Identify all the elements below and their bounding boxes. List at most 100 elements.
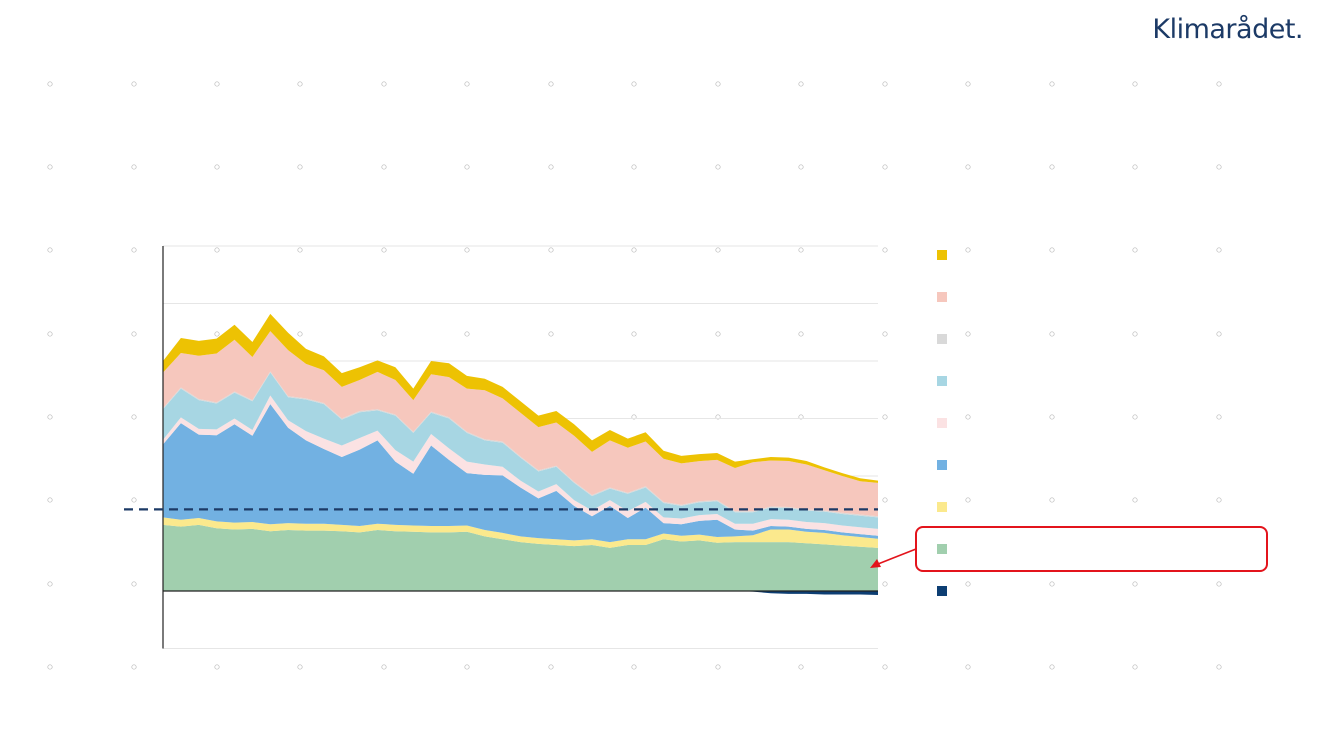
placeholder-dot xyxy=(882,414,888,420)
callout-arrowhead xyxy=(870,559,881,568)
placeholder-dot xyxy=(965,664,971,670)
placeholder-dot xyxy=(47,331,53,337)
placeholder-dot xyxy=(381,331,387,337)
placeholder-dot xyxy=(715,331,721,337)
placeholder-dot xyxy=(1132,247,1138,253)
placeholder-dot xyxy=(798,81,804,87)
placeholder-dot xyxy=(1216,164,1222,170)
placeholder-dot xyxy=(464,247,470,253)
area-series-4 xyxy=(163,372,878,529)
placeholder-dot xyxy=(798,164,804,170)
placeholder-dot xyxy=(131,664,137,670)
placeholder-dot xyxy=(47,664,53,670)
placeholder-dot xyxy=(381,164,387,170)
placeholder-dot xyxy=(631,664,637,670)
placeholder-dot xyxy=(715,414,721,420)
placeholder-dot xyxy=(965,81,971,87)
placeholder-dot xyxy=(548,81,554,87)
axes xyxy=(162,246,878,649)
legend-swatch-6 xyxy=(937,292,947,302)
placeholder-dot xyxy=(548,247,554,253)
area-series-7 xyxy=(163,313,878,483)
placeholder-dot xyxy=(1049,331,1055,337)
placeholder-dot xyxy=(631,331,637,337)
placeholder-dot xyxy=(715,81,721,87)
logo: Klimarådet. xyxy=(1152,14,1303,45)
placeholder-dot xyxy=(1049,581,1055,587)
placeholder-dot xyxy=(214,81,220,87)
callout-arrow-line xyxy=(877,548,917,565)
placeholder-dot xyxy=(47,581,53,587)
placeholder-dot xyxy=(1216,581,1222,587)
placeholder-dot xyxy=(47,247,53,253)
placeholder-dot xyxy=(548,664,554,670)
placeholder-dot xyxy=(1216,81,1222,87)
placeholder-dot xyxy=(798,664,804,670)
placeholder-dot xyxy=(131,247,137,253)
stacked-areas xyxy=(163,313,878,595)
placeholder-dot xyxy=(47,414,53,420)
placeholder-dot xyxy=(464,81,470,87)
placeholder-dot xyxy=(965,331,971,337)
legend-swatch-2 xyxy=(937,460,947,470)
placeholder-dot xyxy=(882,581,888,587)
placeholder-dot-grid xyxy=(47,81,1222,670)
placeholder-dot xyxy=(214,664,220,670)
placeholder-dot xyxy=(1132,331,1138,337)
placeholder-dot xyxy=(1132,414,1138,420)
placeholder-dot xyxy=(297,247,303,253)
placeholder-dot xyxy=(131,331,137,337)
placeholder-dot xyxy=(1132,164,1138,170)
placeholder-dot xyxy=(1216,414,1222,420)
area-series-0 xyxy=(163,524,878,591)
placeholder-dot xyxy=(965,414,971,420)
placeholder-dot xyxy=(381,81,387,87)
placeholder-dot xyxy=(464,331,470,337)
placeholder-dot xyxy=(214,164,220,170)
placeholder-dot xyxy=(965,581,971,587)
placeholder-dot xyxy=(464,164,470,170)
placeholder-dot xyxy=(1216,497,1222,503)
callout-box xyxy=(915,526,1268,572)
placeholder-dot xyxy=(631,414,637,420)
placeholder-dot xyxy=(548,164,554,170)
placeholder-dot xyxy=(631,164,637,170)
placeholder-dot xyxy=(47,164,53,170)
placeholder-dot xyxy=(381,247,387,253)
placeholder-dot xyxy=(381,664,387,670)
placeholder-dot xyxy=(1049,664,1055,670)
legend-swatch-8 xyxy=(937,586,947,596)
placeholder-dot xyxy=(214,331,220,337)
placeholder-dot xyxy=(131,497,137,503)
placeholder-dot xyxy=(1132,581,1138,587)
placeholder-dot xyxy=(715,247,721,253)
placeholder-dot xyxy=(715,164,721,170)
placeholder-dot xyxy=(965,497,971,503)
placeholder-dot xyxy=(1132,497,1138,503)
placeholder-dot xyxy=(882,497,888,503)
placeholder-dot xyxy=(1216,664,1222,670)
placeholder-dot xyxy=(631,247,637,253)
placeholder-dot xyxy=(131,81,137,87)
placeholder-dot xyxy=(214,247,220,253)
placeholder-dot xyxy=(882,81,888,87)
placeholder-dot xyxy=(47,497,53,503)
legend-swatch-3 xyxy=(937,418,947,428)
placeholder-dot xyxy=(297,164,303,170)
callout-group xyxy=(870,526,1268,572)
area-series-2 xyxy=(163,404,878,543)
legend-swatch-4 xyxy=(937,376,947,386)
placeholder-dot xyxy=(1132,664,1138,670)
placeholder-dot xyxy=(297,664,303,670)
placeholder-dot xyxy=(798,247,804,253)
placeholder-dot xyxy=(464,664,470,670)
placeholder-dot xyxy=(798,331,804,337)
placeholder-dot xyxy=(47,81,53,87)
placeholder-dot xyxy=(882,164,888,170)
legend-swatch-1 xyxy=(937,502,947,512)
placeholder-dot xyxy=(882,664,888,670)
placeholder-dot xyxy=(297,331,303,337)
placeholder-dot xyxy=(131,581,137,587)
placeholder-dot xyxy=(965,164,971,170)
